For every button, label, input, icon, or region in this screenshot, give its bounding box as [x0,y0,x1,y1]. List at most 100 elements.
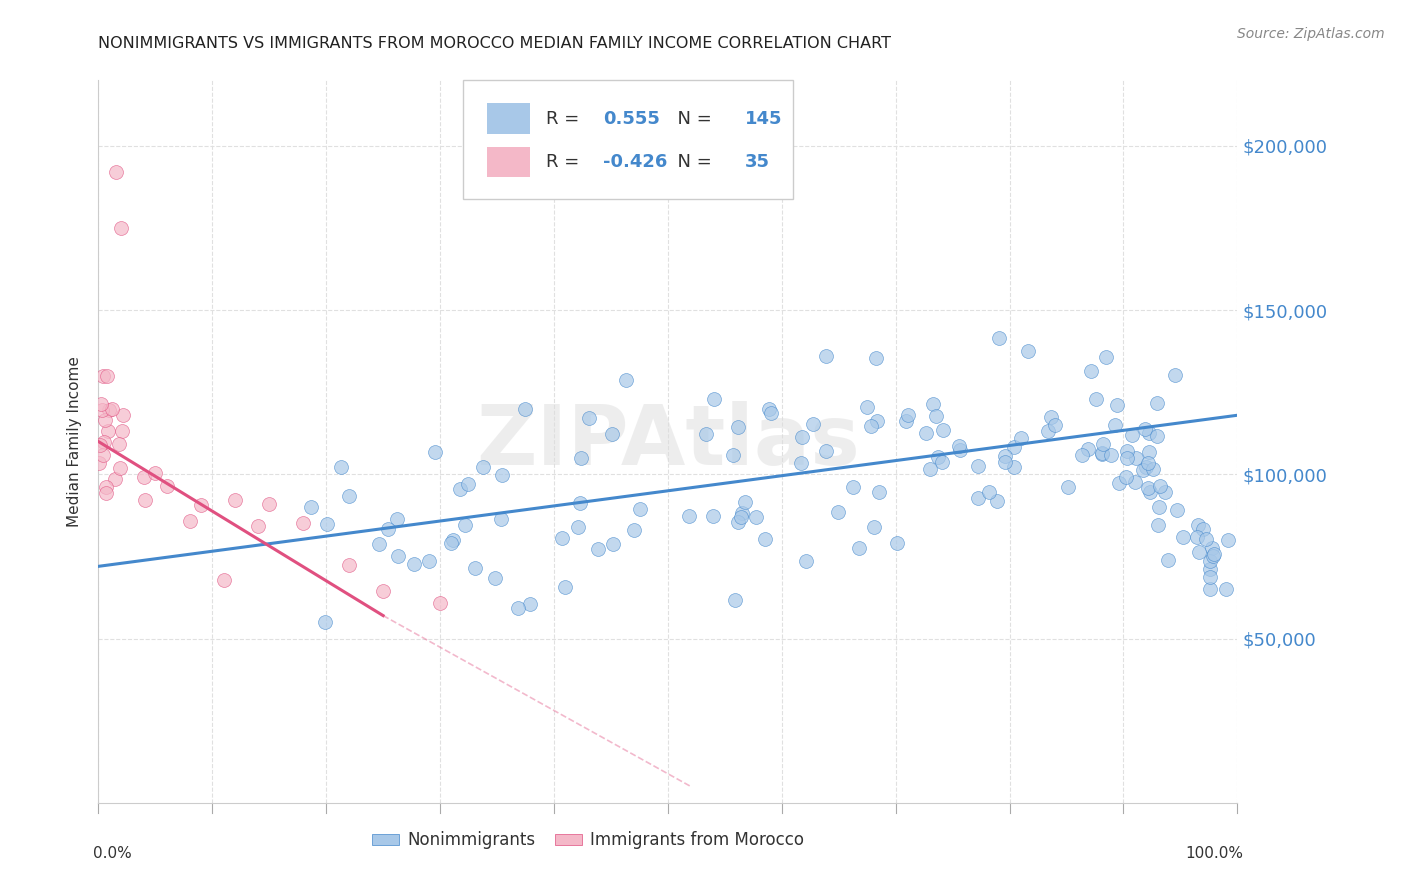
Point [1199,562,1222,576]
Point [402,558,425,572]
Point [1147,518,1170,533]
Point [96,368,118,383]
Point [931,455,953,469]
Point [865,414,887,428]
Point [886,536,908,550]
Point [1107,398,1129,412]
Point [491,512,513,526]
Point [377,522,399,536]
Text: 35: 35 [745,153,770,171]
Point [678,508,700,523]
Point [1036,424,1059,438]
FancyBboxPatch shape [463,80,793,200]
Point [491,467,513,482]
Point [724,593,747,607]
Point [987,331,1010,345]
Point [1116,444,1139,458]
Point [1146,396,1168,410]
Point [1084,392,1107,406]
Point [457,476,479,491]
Point [1115,470,1137,484]
Point [371,584,394,599]
Point [827,504,849,518]
Point [1077,442,1099,457]
Point [94,480,117,494]
Text: N =: N = [665,110,717,128]
Point [1194,532,1216,546]
Point [569,450,592,465]
Point [1095,350,1118,364]
Point [1171,530,1194,544]
Point [337,489,360,503]
Point [1017,343,1039,358]
Text: NONIMMIGRANTS VS IMMIGRANTS FROM MOROCCO MEDIAN FAMILY INCOME CORRELATION CHART: NONIMMIGRANTS VS IMMIGRANTS FROM MOROCCO… [98,36,891,51]
Point [1010,431,1032,445]
Point [418,554,440,568]
Point [986,494,1008,508]
Point [569,496,592,510]
Point [1139,485,1161,500]
Point [1191,522,1213,536]
Point [1099,448,1122,462]
Point [1149,479,1171,493]
Point [246,518,269,533]
Point [994,455,1017,469]
Point [927,450,949,464]
Point [1002,459,1025,474]
Point [97,403,120,417]
Point [316,517,339,532]
Point [1071,448,1094,462]
Point [868,485,890,500]
Point [814,349,837,363]
Point [1142,462,1164,476]
Point [368,537,391,551]
Point [966,491,988,505]
Point [1137,425,1160,440]
Point [856,400,879,414]
Point [1091,447,1114,461]
Point [745,510,768,524]
Point [863,520,886,534]
Point [796,553,818,567]
Point [754,533,776,547]
Point [93,435,115,450]
Point [471,460,494,475]
Point [578,411,600,425]
Point [429,596,451,610]
Point [89,438,111,452]
Point [1125,475,1147,490]
Point [1080,364,1102,378]
Point [1188,545,1211,559]
Point [449,483,471,497]
FancyBboxPatch shape [486,103,530,134]
Point [441,533,464,548]
Point [602,536,624,550]
Point [1166,502,1188,516]
Point [1218,533,1240,547]
Point [145,466,167,480]
Point [385,512,408,526]
Point [1002,440,1025,454]
Point [1057,479,1080,493]
Point [842,480,865,494]
Point [918,462,941,476]
Point [97,424,120,438]
Point [91,368,114,383]
Point [1135,421,1157,435]
Point [1146,429,1168,443]
Point [132,470,155,484]
Text: Source: ZipAtlas.com: Source: ZipAtlas.com [1237,27,1385,41]
Text: 0.0%: 0.0% [93,847,132,861]
Point [1202,549,1225,563]
Point [897,408,920,422]
Point [914,425,936,440]
Point [94,486,117,500]
Point [1154,485,1177,500]
Point [554,580,576,594]
Point [731,506,754,520]
Point [156,479,179,493]
Point [423,445,446,459]
Point [623,523,645,537]
Point [1132,463,1154,477]
Point [966,458,988,473]
